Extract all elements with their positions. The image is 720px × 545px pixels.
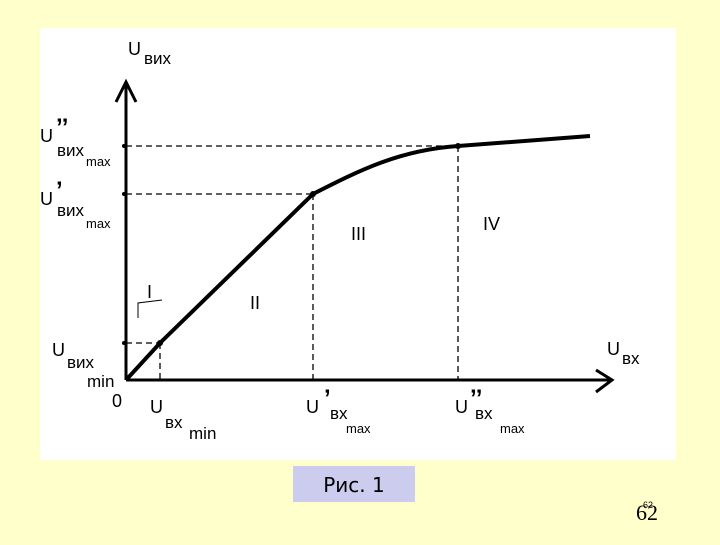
region-bracket [137,299,163,318]
axes [114,78,615,394]
label-subsub: max [86,154,111,169]
label-subsub: max [346,421,371,436]
guides [126,145,459,380]
label-sub: вх [330,404,348,423]
y-title-base: U [128,39,141,59]
label-base: U [40,189,53,209]
label-subsub: min [87,372,114,391]
label-subsub: max [500,421,525,436]
x-title-base: U [607,339,620,359]
label-sub: вх [475,404,493,423]
x-title-sub: вх [622,349,640,368]
label-prime: ’ [56,177,63,204]
origin-label: 0 [112,391,122,411]
label-sub: вих [57,141,85,160]
region-label: IV [483,214,500,234]
page-number: 62 [636,500,658,525]
caption-box [293,466,415,502]
panel [40,28,676,460]
label-prime: ’ [324,385,331,412]
label-base: U [455,397,468,417]
region-label: II [250,293,260,313]
y-title-sub: вих [144,49,172,68]
caption: Рис. 1 [323,473,385,497]
label-subsub: min [189,424,216,443]
region-label: III [351,224,366,244]
label-base: U [40,126,53,146]
region-label: I [147,282,152,302]
label-base: U [306,397,319,417]
label-base: U [150,397,163,417]
label-prime: ’’ [56,114,68,141]
label-sub: вх [165,413,183,432]
label-subsub: max [86,216,111,231]
label-base: U [52,340,65,360]
label-sub: вих [57,201,85,220]
label-prime: ’’ [470,385,482,412]
points [122,143,461,346]
page-number-small: 62 [643,500,653,510]
label-sub: вих [67,353,95,372]
